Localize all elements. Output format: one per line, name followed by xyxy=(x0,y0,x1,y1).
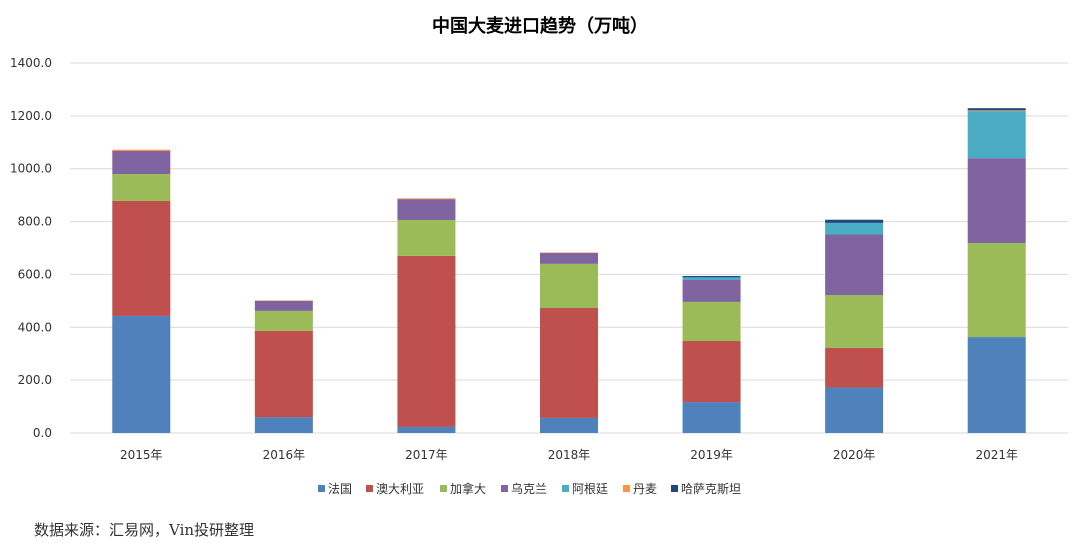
bar-segment xyxy=(540,417,598,433)
y-tick-label: 800.0 xyxy=(18,215,52,229)
y-tick-label: 0.0 xyxy=(33,426,52,440)
x-tick-label: 2020年 xyxy=(833,448,876,462)
bar-segment xyxy=(825,219,884,223)
x-tick-label: 2017年 xyxy=(405,448,448,462)
x-tick-label: 2015年 xyxy=(120,448,163,462)
bar-segment xyxy=(540,263,598,308)
legend-swatch xyxy=(318,485,325,492)
bar-segment xyxy=(397,199,456,220)
legend-swatch xyxy=(501,485,508,492)
legend-label: 加拿大 xyxy=(450,481,486,496)
bar-segment xyxy=(682,279,741,302)
bar-segment xyxy=(967,110,1026,112)
bar-segment xyxy=(397,198,456,200)
bar-segment xyxy=(254,300,313,311)
bar-segment xyxy=(112,151,171,174)
bar-segment xyxy=(254,300,313,301)
bar-segment xyxy=(825,387,884,433)
legend-label: 哈萨克斯坦 xyxy=(681,482,741,496)
bar-segment xyxy=(682,402,741,433)
legend-label: 丹麦 xyxy=(633,482,657,496)
bar-segment xyxy=(682,276,741,278)
bar-segment xyxy=(112,149,171,152)
bar-segment xyxy=(682,341,741,403)
legend-label: 乌克兰 xyxy=(511,481,547,496)
x-tick-label: 2018年 xyxy=(548,448,591,462)
bar-segment xyxy=(112,315,171,433)
legend-label: 阿根廷 xyxy=(572,482,608,496)
legend-label: 法国 xyxy=(328,482,352,496)
bar-segment xyxy=(967,111,1026,159)
bar-segment xyxy=(112,174,171,201)
legend-swatch xyxy=(440,485,447,492)
bar-segment xyxy=(254,310,313,331)
y-tick-label: 1200.0 xyxy=(10,109,52,123)
bar-segment xyxy=(967,158,1026,243)
bar-segment xyxy=(967,108,1026,111)
bar-segment xyxy=(397,255,456,427)
y-tick-label: 400.0 xyxy=(18,320,52,334)
bar-segment xyxy=(112,200,171,316)
x-tick-label: 2016年 xyxy=(263,448,306,462)
bar-segment xyxy=(682,301,741,342)
bar-segment xyxy=(540,252,598,254)
bar-segment xyxy=(825,234,884,296)
legend-swatch xyxy=(562,485,569,492)
legend-label: 澳大利亚 xyxy=(376,482,424,496)
x-tick-label: 2019年 xyxy=(690,448,733,462)
bar-segment xyxy=(825,295,884,348)
source-note: 数据来源：汇易网，Vin投研整理 xyxy=(34,521,255,539)
bar-segment xyxy=(967,337,1026,433)
bar-segment xyxy=(254,330,313,418)
legend-swatch xyxy=(366,485,373,492)
stacked-bar-chart: 中国大麦进口趋势（万吨） 0.0 200.0 400.0 600.0 800.0 1000… xyxy=(10,15,1068,496)
bar-segment xyxy=(254,417,313,433)
y-tick-label: 1400.0 xyxy=(10,56,52,70)
y-tick-label: 1000.0 xyxy=(10,162,52,176)
legend-swatch xyxy=(623,485,630,492)
bar-segment xyxy=(682,277,741,280)
bar-segment xyxy=(825,222,884,235)
bar-segment xyxy=(397,219,456,256)
y-tick-label: 600.0 xyxy=(18,267,52,281)
x-tick-label: 2021年 xyxy=(975,448,1018,462)
bar-segment xyxy=(967,242,1026,338)
bar-segment xyxy=(397,426,456,433)
bar-segment xyxy=(540,253,598,264)
y-tick-label: 200.0 xyxy=(18,373,52,387)
bar-segment xyxy=(540,307,598,418)
bar-segment xyxy=(825,347,884,388)
chart-title: 中国大麦进口趋势（万吨） xyxy=(432,15,648,37)
legend-swatch xyxy=(671,485,678,492)
